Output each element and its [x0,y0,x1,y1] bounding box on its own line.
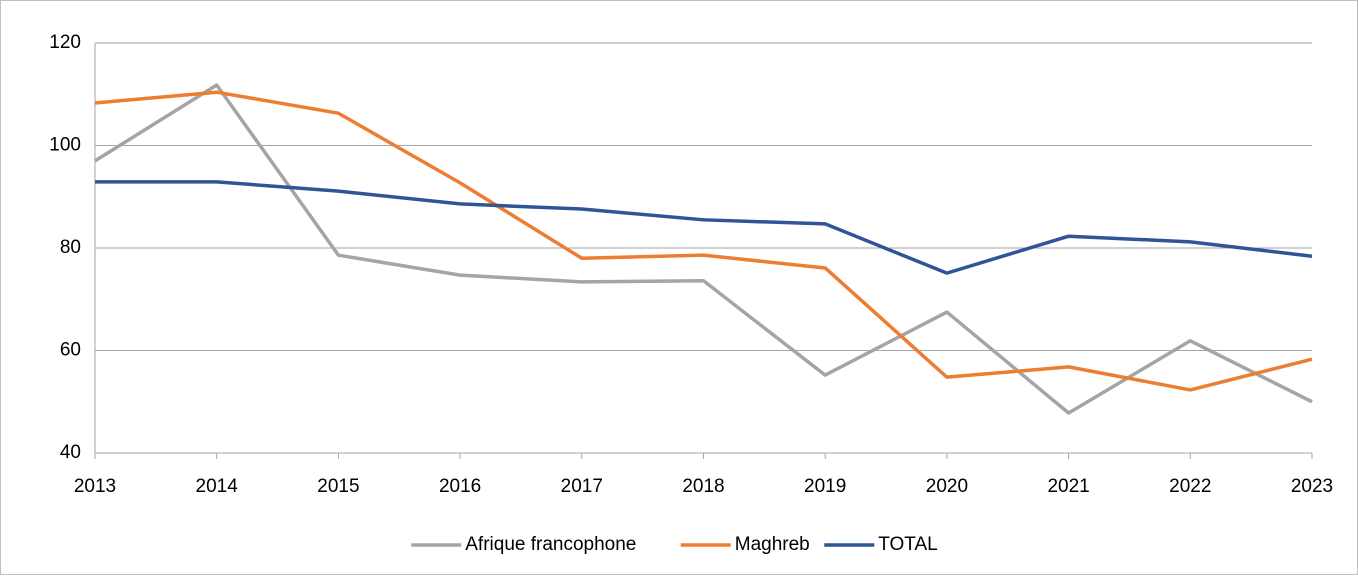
x-tick-label: 2020 [926,476,968,497]
x-tick-label: 2022 [1169,476,1211,497]
x-tick-label: 2023 [1291,476,1333,497]
x-tick-label: 2018 [682,476,724,497]
y-tick-label: 40 [60,442,81,463]
x-tick-label: 2013 [74,476,116,497]
y-tick-label: 80 [60,237,81,258]
y-tick-label: 120 [49,32,81,53]
series-line [95,180,1313,275]
x-tick-label: 2015 [317,476,359,497]
y-tick-label: 60 [60,340,81,361]
x-tick-label: 2017 [561,476,603,497]
legend-label: Afrique francophone [465,534,636,555]
y-tick-label: 100 [49,135,81,156]
legend-label: Maghreb [735,534,810,555]
x-tick-label: 2016 [439,476,481,497]
series-line [94,90,1313,392]
x-tick-label: 2021 [1047,476,1089,497]
legend-label: TOTAL [878,534,937,555]
x-tick-label: 2019 [804,476,846,497]
series-line [94,83,1313,415]
x-tick-label: 2014 [196,476,239,497]
